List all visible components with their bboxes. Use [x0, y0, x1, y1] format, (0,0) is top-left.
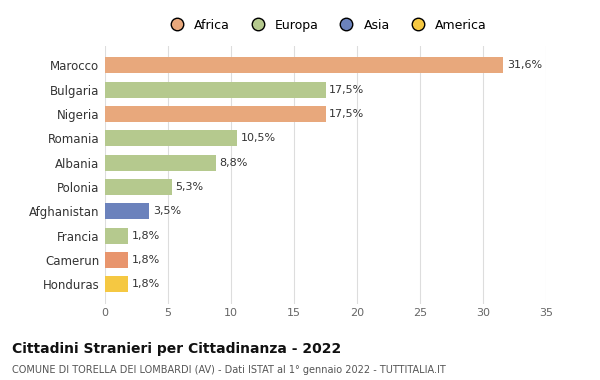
- Text: 10,5%: 10,5%: [241, 133, 276, 143]
- Bar: [105, 57, 503, 73]
- Text: 8,8%: 8,8%: [220, 158, 248, 168]
- Text: COMUNE DI TORELLA DEI LOMBARDI (AV) - Dati ISTAT al 1° gennaio 2022 - TUTTITALIA: COMUNE DI TORELLA DEI LOMBARDI (AV) - Da…: [12, 365, 446, 375]
- Text: 3,5%: 3,5%: [153, 206, 181, 216]
- Legend: Africa, Europa, Asia, America: Africa, Europa, Asia, America: [161, 16, 490, 34]
- Text: 1,8%: 1,8%: [131, 279, 160, 289]
- Bar: [105, 228, 128, 244]
- Text: 31,6%: 31,6%: [507, 60, 542, 70]
- Bar: [105, 155, 216, 171]
- Bar: [105, 276, 128, 292]
- Text: 1,8%: 1,8%: [131, 255, 160, 265]
- Bar: [105, 106, 326, 122]
- Bar: [105, 179, 172, 195]
- Text: 1,8%: 1,8%: [131, 231, 160, 241]
- Bar: [105, 252, 128, 268]
- Bar: [105, 130, 238, 146]
- Text: 17,5%: 17,5%: [329, 85, 365, 95]
- Text: Cittadini Stranieri per Cittadinanza - 2022: Cittadini Stranieri per Cittadinanza - 2…: [12, 342, 341, 356]
- Bar: [105, 203, 149, 219]
- Text: 5,3%: 5,3%: [176, 182, 203, 192]
- Bar: [105, 82, 326, 98]
- Text: 17,5%: 17,5%: [329, 109, 365, 119]
